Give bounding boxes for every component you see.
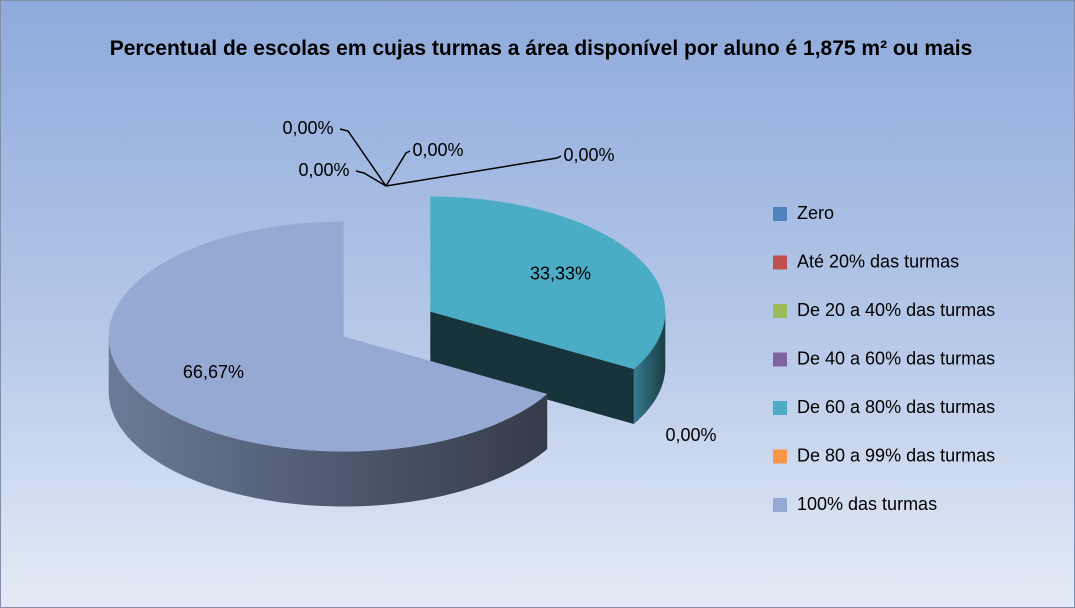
legend-swatch [773, 401, 787, 415]
data-label: 66,67% [183, 362, 244, 382]
leader-line [339, 128, 387, 187]
legend-swatch [773, 449, 787, 464]
legend-label: De 80 a 99% das turmas [797, 445, 995, 465]
leader-line [385, 155, 562, 187]
pie-slice [430, 196, 666, 369]
legend-label: De 60 a 80% das turmas [797, 397, 995, 417]
legend-label: 100% das turmas [797, 494, 937, 514]
data-label: 0,00% [665, 425, 716, 445]
pie-slice [108, 221, 548, 452]
legend-label: Até 20% das turmas [797, 251, 959, 271]
legend-swatch [773, 255, 787, 270]
pie-wall [633, 311, 666, 424]
legend-label: De 40 a 60% das turmas [797, 348, 995, 368]
chart-title: Percentual de escolas em cujas turmas a … [109, 37, 973, 60]
pie-walls [108, 311, 666, 507]
pie-face [430, 311, 634, 424]
legend-label: Zero [797, 203, 834, 223]
leader-line [385, 150, 411, 187]
legend-swatch [773, 352, 787, 367]
legend-swatch [773, 498, 787, 512]
data-label: 0,00% [298, 160, 349, 180]
pie-slice [430, 336, 634, 394]
legend-swatch [773, 304, 787, 318]
legend-swatch [773, 207, 787, 221]
data-label: 0,00% [563, 145, 614, 165]
data-label: 0,00% [412, 140, 463, 160]
pie-wall [108, 336, 548, 507]
data-label: 33,33% [530, 263, 591, 283]
leader-line [355, 170, 387, 187]
pie-tops [108, 196, 666, 452]
legend-label: De 20 a 40% das turmas [797, 300, 995, 320]
data-label: 0,00% [282, 118, 333, 138]
